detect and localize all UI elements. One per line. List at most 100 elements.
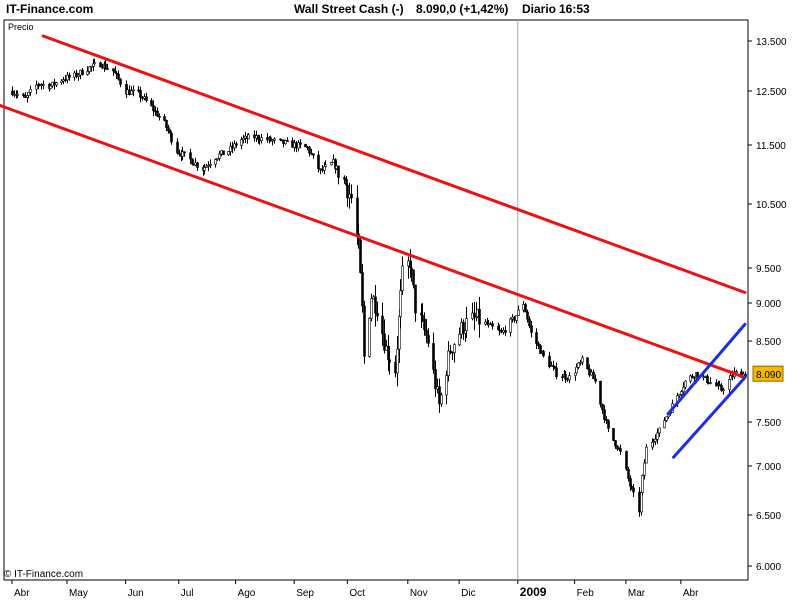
candle (381, 302, 384, 346)
candle (181, 146, 184, 161)
candle (359, 237, 362, 274)
candle (207, 161, 210, 172)
candle (368, 317, 371, 358)
candle (449, 344, 452, 355)
y-tick-label: 10.500 (756, 200, 787, 211)
candle (729, 372, 732, 380)
candle (229, 142, 232, 156)
candle (304, 143, 307, 148)
candle (383, 319, 386, 354)
candle (119, 78, 122, 88)
candle (526, 309, 529, 323)
y-tick-label: 11.500 (756, 141, 786, 152)
candle (412, 269, 415, 289)
candle (722, 387, 725, 395)
candle (269, 135, 272, 142)
candle (553, 366, 556, 369)
candle (612, 428, 615, 442)
candle (630, 484, 633, 490)
candle (350, 184, 353, 204)
candle (414, 284, 417, 322)
candle (189, 148, 192, 164)
candle (163, 113, 166, 122)
candle (178, 149, 181, 157)
candle (427, 328, 430, 348)
candle (542, 350, 545, 358)
candle (614, 440, 617, 449)
candle (271, 138, 274, 146)
candle (370, 293, 373, 322)
candle (632, 484, 635, 498)
candle (308, 145, 311, 157)
candle (93, 58, 96, 66)
candle (218, 151, 221, 161)
candles-group (11, 58, 747, 517)
candle (273, 137, 276, 144)
candle (517, 305, 520, 317)
candle (498, 324, 501, 336)
candle (117, 70, 120, 81)
time-label: 16:53 (559, 2, 590, 16)
candle (652, 438, 655, 448)
blue-channel-upper (666, 322, 747, 416)
candle (423, 312, 426, 336)
candle (297, 139, 300, 152)
candle (152, 100, 155, 117)
candle (619, 444, 622, 455)
candle (594, 374, 597, 384)
candle (247, 133, 250, 140)
candle (60, 79, 63, 85)
candle (183, 151, 186, 157)
blue-channel-lower (672, 375, 747, 459)
candle (233, 140, 236, 152)
x-tick-label: Jul (181, 588, 194, 599)
last-price-label: 8.090 (756, 370, 781, 381)
candle (491, 320, 494, 330)
candle (678, 393, 681, 398)
candle (605, 416, 608, 425)
x-tick-label: 2009 (520, 585, 547, 599)
candle (586, 357, 589, 370)
candle (139, 86, 142, 103)
x-tick-label: Dic (461, 588, 475, 599)
candle (689, 374, 692, 384)
x-tick-label: Oct (349, 588, 365, 599)
candle (396, 335, 399, 387)
candle (432, 332, 435, 374)
candle (104, 59, 107, 70)
y-axis: 13.500 12.500 11.500 10.500 9.500 9.000 8.500 7… (748, 37, 787, 573)
candle (376, 301, 379, 321)
candle (641, 474, 644, 496)
candle (478, 297, 481, 338)
candle (77, 72, 80, 81)
candle (115, 71, 118, 79)
candle (425, 318, 428, 344)
instrument-title: Wall Street Cash (-) (294, 2, 404, 16)
candle (196, 161, 199, 172)
candle (568, 371, 571, 384)
chart-header: IT-Finance.com Wall Street Cash (-) 8.09… (0, 0, 800, 20)
x-tick-label: Abr (14, 588, 30, 599)
candle (524, 302, 527, 313)
candle (284, 139, 287, 145)
candle (581, 355, 584, 366)
candle (165, 119, 168, 132)
candle (49, 83, 52, 90)
candle (579, 359, 582, 366)
candle (528, 316, 531, 329)
x-tick-label: Mar (628, 588, 646, 599)
candle (399, 279, 402, 329)
candle (16, 90, 19, 99)
y-tick-label: 7.000 (756, 462, 781, 473)
candle (27, 91, 30, 99)
candle (242, 134, 245, 144)
trend-lines-group (0, 34, 747, 459)
candle (564, 370, 567, 383)
candle (216, 157, 219, 161)
candle (324, 160, 327, 168)
y-tick-label: 13.500 (756, 37, 787, 48)
red-channel-lower (0, 103, 747, 379)
x-tick-label: Jun (128, 588, 144, 599)
candle (343, 175, 346, 184)
candle (440, 392, 443, 407)
